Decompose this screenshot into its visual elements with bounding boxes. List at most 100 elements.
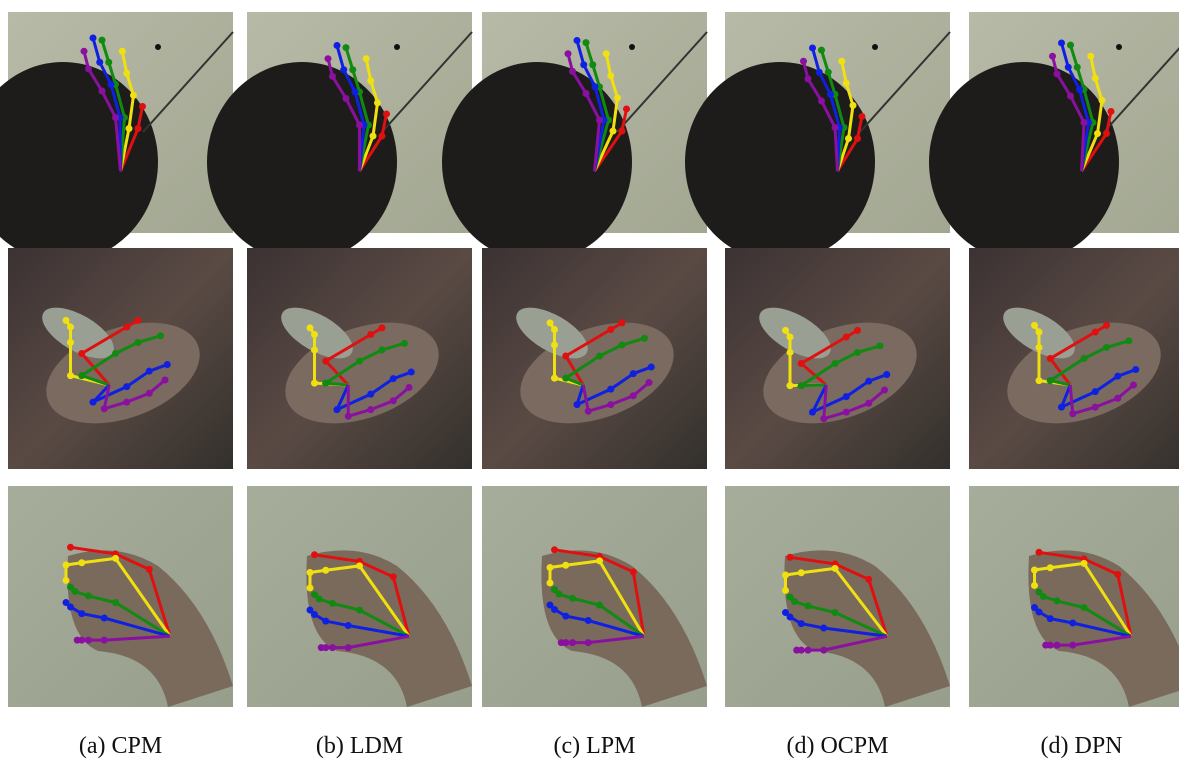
keypoint [1108, 108, 1115, 115]
photo-panel [929, 12, 1179, 262]
keypoint [307, 569, 314, 576]
keypoint [585, 617, 592, 624]
keypoint [547, 319, 554, 326]
keypoint [607, 326, 614, 333]
keypoint [1036, 549, 1043, 556]
keypoint [356, 122, 363, 129]
keypoint [859, 113, 866, 120]
keypoint [367, 406, 374, 413]
keypoint [583, 90, 590, 97]
keypoint [307, 584, 314, 591]
keypoint [345, 413, 352, 420]
keypoint [787, 382, 794, 389]
keypoint [787, 594, 794, 601]
keypoint [325, 55, 332, 62]
figure: (a) CPM(b) LDM(c) LPM(d) OCPM(d) DPN [0, 0, 1179, 762]
keypoint [130, 92, 137, 99]
keypoint [146, 390, 153, 397]
keypoint [630, 392, 637, 399]
keypoint [585, 639, 592, 646]
keypoint [805, 602, 812, 609]
keypoint [1047, 615, 1054, 622]
keypoint [1126, 337, 1133, 344]
keypoint [135, 317, 142, 324]
wall-dot [394, 44, 400, 50]
keypoint [798, 620, 805, 627]
keypoint [162, 377, 169, 384]
keypoint [367, 391, 374, 398]
keypoint [619, 341, 626, 348]
keypoint [843, 393, 850, 400]
keypoint [318, 644, 325, 651]
keypoint [322, 567, 329, 574]
keypoint [379, 324, 386, 331]
keypoint [146, 566, 153, 573]
keypoint [843, 80, 850, 87]
keypoint [793, 647, 800, 654]
keypoint [67, 584, 74, 591]
keypoint [112, 599, 119, 606]
head [929, 62, 1119, 262]
photo-panel [8, 486, 233, 707]
keypoint [1130, 382, 1137, 389]
keypoint [596, 117, 603, 124]
photo-panel [725, 248, 950, 469]
keypoint [112, 350, 119, 357]
keypoint [67, 339, 74, 346]
keypoint [67, 323, 74, 330]
caption: (b) LDM [316, 733, 403, 759]
keypoint [1069, 410, 1076, 417]
photo-panel [247, 248, 472, 469]
keypoint [843, 333, 850, 340]
keypoint [818, 47, 825, 54]
keypoint [311, 380, 318, 387]
keypoint [562, 613, 569, 620]
keypoint [843, 409, 850, 416]
head [207, 62, 397, 262]
keypoint [356, 358, 363, 365]
keypoint [112, 555, 119, 562]
keypoint [1081, 560, 1088, 567]
keypoint [574, 401, 581, 408]
keypoint [787, 333, 794, 340]
keypoint [580, 61, 587, 68]
keypoint [307, 324, 314, 331]
keypoint [78, 350, 85, 357]
caption: (d) OCPM [786, 733, 888, 759]
keypoint [877, 342, 884, 349]
keypoint [119, 48, 126, 55]
wall-dot [1116, 44, 1122, 50]
wall-dot [629, 44, 635, 50]
keypoint [832, 609, 839, 616]
keypoint [1054, 642, 1061, 649]
keypoint [619, 128, 626, 135]
keypoint [1067, 92, 1074, 99]
keypoint [565, 50, 572, 57]
keypoint [881, 387, 888, 394]
keypoint [63, 561, 70, 568]
photo-panel [482, 486, 707, 707]
keypoint [322, 380, 329, 387]
keypoint [108, 81, 115, 88]
keypoint [78, 372, 85, 379]
keypoint [1092, 404, 1099, 411]
keypoint [157, 332, 164, 339]
photo-panel [482, 248, 707, 469]
keypoint [1036, 589, 1043, 596]
keypoint [349, 66, 356, 73]
keypoint [623, 105, 630, 112]
keypoint [787, 554, 794, 561]
keypoint [562, 375, 569, 382]
keypoint [345, 622, 352, 629]
keypoint [99, 87, 106, 94]
keypoint [329, 644, 336, 651]
keypoint [854, 135, 861, 142]
keypoint [820, 415, 827, 422]
keypoint [630, 370, 637, 377]
keypoint [74, 637, 81, 644]
keypoint [782, 327, 789, 334]
keypoint [646, 379, 653, 386]
keypoint [139, 103, 146, 110]
keypoint [85, 637, 92, 644]
photo-panel [8, 248, 233, 469]
